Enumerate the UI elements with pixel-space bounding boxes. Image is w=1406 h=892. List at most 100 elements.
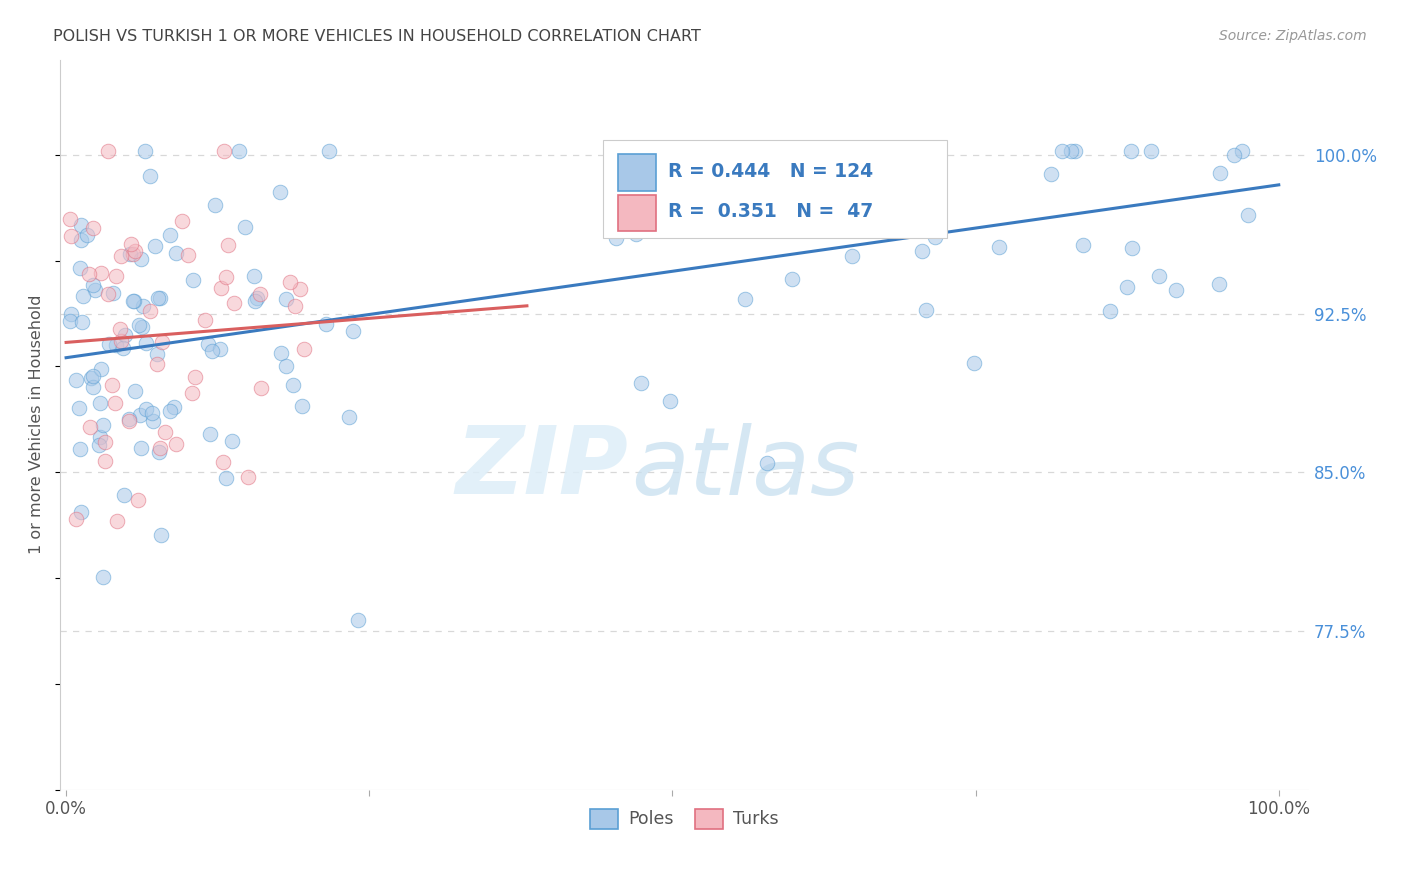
Point <box>124 244 146 258</box>
Point <box>70 505 93 519</box>
Point <box>218 237 240 252</box>
Point <box>181 386 204 401</box>
Point <box>832 144 855 158</box>
Point <box>759 211 782 226</box>
Point <box>162 401 184 415</box>
Point <box>104 396 127 410</box>
Point <box>780 272 803 286</box>
Point <box>59 212 82 227</box>
Point <box>347 613 370 627</box>
Point <box>82 221 104 235</box>
Point <box>659 394 682 409</box>
Point <box>810 203 832 218</box>
Point <box>315 317 337 331</box>
FancyBboxPatch shape <box>619 194 655 231</box>
Point <box>82 380 104 394</box>
Point <box>65 373 87 387</box>
Point <box>281 378 304 392</box>
Point <box>138 303 160 318</box>
Point <box>1098 304 1121 318</box>
Point <box>963 356 986 370</box>
Point <box>150 335 173 350</box>
Point <box>741 215 763 229</box>
Point <box>69 233 91 247</box>
Point <box>82 369 104 384</box>
Point <box>747 211 769 226</box>
Point <box>1230 144 1253 158</box>
Point <box>201 344 224 359</box>
Point <box>233 220 256 235</box>
Point <box>122 293 145 308</box>
Point <box>183 370 205 384</box>
Text: atlas: atlas <box>631 423 859 514</box>
Point <box>291 399 314 413</box>
Point <box>1209 166 1232 180</box>
Point <box>215 470 238 484</box>
Point <box>94 454 117 468</box>
Point <box>224 296 246 310</box>
Point <box>148 445 170 459</box>
Point <box>118 414 141 428</box>
Point <box>155 425 177 439</box>
Point <box>269 186 291 200</box>
Text: R =  0.351   N =  47: R = 0.351 N = 47 <box>668 202 873 221</box>
Point <box>90 362 112 376</box>
Point <box>221 434 243 449</box>
Point <box>132 299 155 313</box>
Point <box>1063 144 1085 158</box>
Point <box>79 420 101 434</box>
Point <box>249 287 271 301</box>
Point <box>215 270 238 285</box>
Point <box>734 293 756 307</box>
Point <box>1121 241 1143 255</box>
Point <box>131 252 153 267</box>
Point <box>165 245 187 260</box>
Point <box>905 177 928 191</box>
Point <box>630 376 652 390</box>
Point <box>72 288 94 302</box>
Point <box>134 144 156 158</box>
Point <box>1116 279 1139 293</box>
Point <box>605 231 627 245</box>
Point <box>124 384 146 398</box>
Point <box>145 357 167 371</box>
Point <box>246 291 269 305</box>
Point <box>91 418 114 433</box>
Point <box>91 570 114 584</box>
Point <box>1147 268 1170 283</box>
Point <box>988 240 1011 254</box>
Text: POLISH VS TURKISH 1 OR MORE VEHICLES IN HOUSEHOLD CORRELATION CHART: POLISH VS TURKISH 1 OR MORE VEHICLES IN … <box>53 29 702 44</box>
Point <box>110 249 132 263</box>
Point <box>90 266 112 280</box>
Y-axis label: 1 or more Vehicles in Household: 1 or more Vehicles in Household <box>30 295 44 554</box>
Point <box>624 227 647 242</box>
Point <box>89 430 111 444</box>
Point <box>236 470 259 484</box>
Point <box>1164 283 1187 297</box>
Point <box>1050 144 1073 158</box>
Point <box>120 237 142 252</box>
Point <box>1223 148 1246 162</box>
Point <box>274 292 297 306</box>
Point <box>101 378 124 392</box>
Point <box>118 247 141 261</box>
Point <box>142 414 165 428</box>
Point <box>97 287 120 301</box>
Point <box>129 409 152 423</box>
Text: R = 0.444   N = 124: R = 0.444 N = 124 <box>668 161 873 181</box>
Point <box>787 144 810 158</box>
Point <box>122 294 145 309</box>
Point <box>242 268 264 283</box>
Point <box>914 303 936 318</box>
Point <box>841 249 863 263</box>
Point <box>627 144 650 158</box>
Point <box>129 442 152 456</box>
Point <box>1060 144 1083 158</box>
Point <box>149 441 172 455</box>
Point <box>200 427 222 442</box>
Point <box>924 230 946 244</box>
Point <box>204 198 226 212</box>
Point <box>114 328 136 343</box>
Point <box>105 515 128 529</box>
Point <box>280 275 302 289</box>
